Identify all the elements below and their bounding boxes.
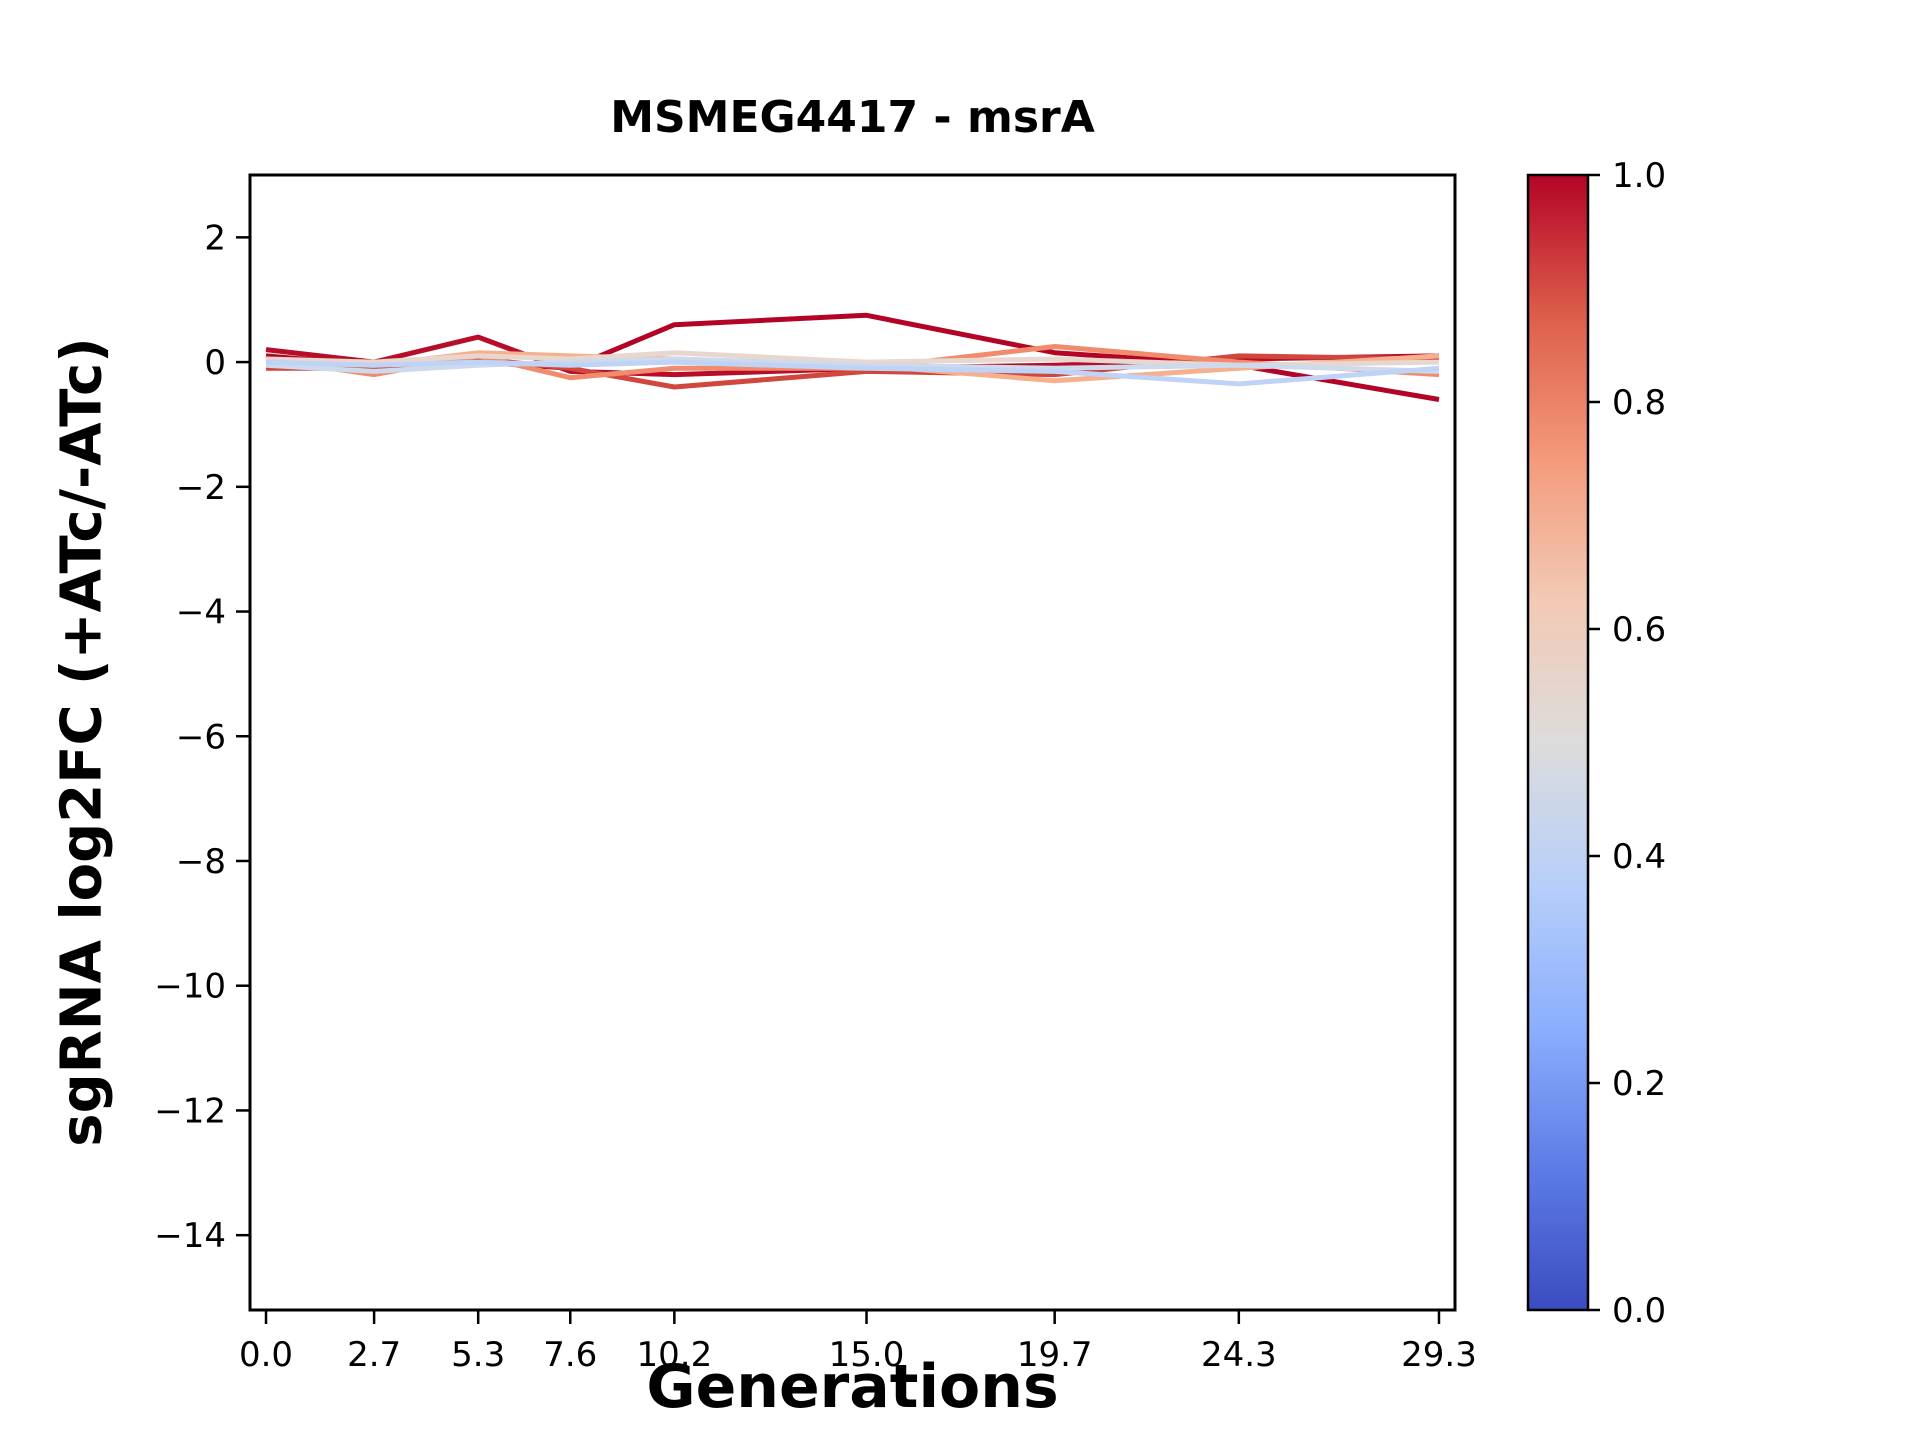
x-tick-label: 10.2: [637, 1335, 713, 1375]
x-axis: 0.0 2.7 5.3 7.6 10.2 15.0 19.7 24.3 29.3: [239, 1310, 1477, 1375]
colorbar: 1.0 0.8 0.6 0.4 0.2 0.0: [1526, 156, 1666, 1331]
x-tick-label: 0.0: [239, 1335, 293, 1375]
series-line-line6: [265, 350, 1440, 368]
plot-frame: [248, 173, 1457, 1312]
colorbar-tick-label: 0.8: [1612, 383, 1666, 423]
x-tick-label: 5.3: [451, 1335, 505, 1375]
x-tick-label: 19.7: [1017, 1335, 1093, 1375]
chart-title: MSMEG4417 - msrA: [610, 92, 1095, 143]
y-tick-label: −6: [176, 717, 226, 757]
series-line-line7: [265, 356, 1440, 374]
y-tick-label: 2: [204, 218, 226, 258]
x-tick-label: 2.7: [347, 1335, 401, 1375]
y-tick-label: −10: [154, 967, 226, 1007]
y-tick-label: 0: [204, 343, 226, 383]
y-tick-label: −4: [176, 593, 226, 633]
colorbar-bar: [1526, 173, 1590, 1312]
x-axis-label: Generations: [646, 1352, 1059, 1422]
series-line-line8: [265, 359, 1440, 387]
y-tick-label: −8: [176, 842, 226, 882]
x-tick-label: 7.6: [543, 1335, 597, 1375]
series-lines: [265, 312, 1440, 402]
y-tick-label: −2: [176, 468, 226, 508]
colorbar-tick-label: 1.0: [1612, 156, 1666, 196]
colorbar-tick-label: 0.2: [1612, 1064, 1666, 1104]
colorbar-tick-label: 0.4: [1612, 837, 1666, 877]
y-tick-label: −12: [154, 1091, 226, 1131]
colorbar-tick-label: 0.6: [1612, 610, 1666, 650]
x-tick-label: 29.3: [1401, 1335, 1477, 1375]
x-tick-label: 15.0: [829, 1335, 905, 1375]
y-axis: 2 0 −2 −4 −6 −8 −10 −12 −14: [154, 218, 250, 1256]
y-tick-label: −14: [154, 1216, 226, 1256]
colorbar-tick-label: 0.0: [1612, 1291, 1666, 1331]
x-tick-label: 24.3: [1201, 1335, 1277, 1375]
